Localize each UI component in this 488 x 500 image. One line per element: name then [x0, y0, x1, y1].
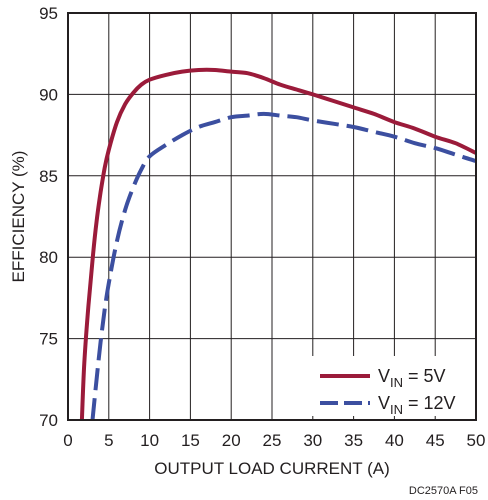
y-axis-title: EFFICIENCY (%) — [9, 151, 28, 283]
legend-label-12v-eq: = — [403, 393, 424, 413]
legend-label-12v-prefix: V — [378, 393, 390, 413]
series-line-12v — [90, 111, 477, 421]
legend-label-12v-value: 12V — [424, 393, 456, 413]
y-tick-label: 80 — [39, 248, 58, 267]
x-axis-title: OUTPUT LOAD CURRENT (A) — [154, 459, 390, 478]
legend-label-5v: VIN = 5V — [378, 366, 446, 390]
x-tick-label: 25 — [263, 431, 282, 450]
y-tick-label: 75 — [39, 330, 58, 349]
x-tick-label: 5 — [104, 431, 113, 450]
x-tick-label: 45 — [426, 431, 445, 450]
x-tick-label: 40 — [385, 431, 404, 450]
figure-code: DC2570A F05 — [409, 485, 478, 497]
x-tick-label: 10 — [140, 431, 159, 450]
series-layer — [79, 67, 477, 421]
legend-label-5v-value: 5V — [424, 366, 446, 386]
tick-labels: 0 5 10 15 20 25 30 35 40 45 50 70 75 80 85 90 95 — [39, 4, 485, 450]
y-tick-label: 85 — [39, 167, 58, 186]
legend-label-5v-eq: = — [403, 366, 424, 386]
x-tick-label: 50 — [467, 431, 486, 450]
y-tick-label: 70 — [39, 411, 58, 430]
x-tick-label: 30 — [303, 431, 322, 450]
x-tick-label: 20 — [222, 431, 241, 450]
x-tick-label: 15 — [181, 431, 200, 450]
series-line-5v — [79, 67, 477, 421]
legend-label-12v: VIN = 12V — [378, 393, 456, 417]
legend-label-5v-prefix: V — [378, 366, 390, 386]
legend: VIN = 5V VIN = 12V — [312, 356, 472, 417]
legend-label-12v-subscript: IN — [390, 402, 403, 417]
y-tick-label: 95 — [39, 4, 58, 23]
y-tick-label: 90 — [39, 85, 58, 104]
x-tick-label: 35 — [344, 431, 363, 450]
x-tick-label: 0 — [63, 431, 72, 450]
legend-label-5v-subscript: IN — [390, 375, 403, 390]
legend-box — [312, 356, 472, 416]
plot-frame — [67, 12, 477, 421]
